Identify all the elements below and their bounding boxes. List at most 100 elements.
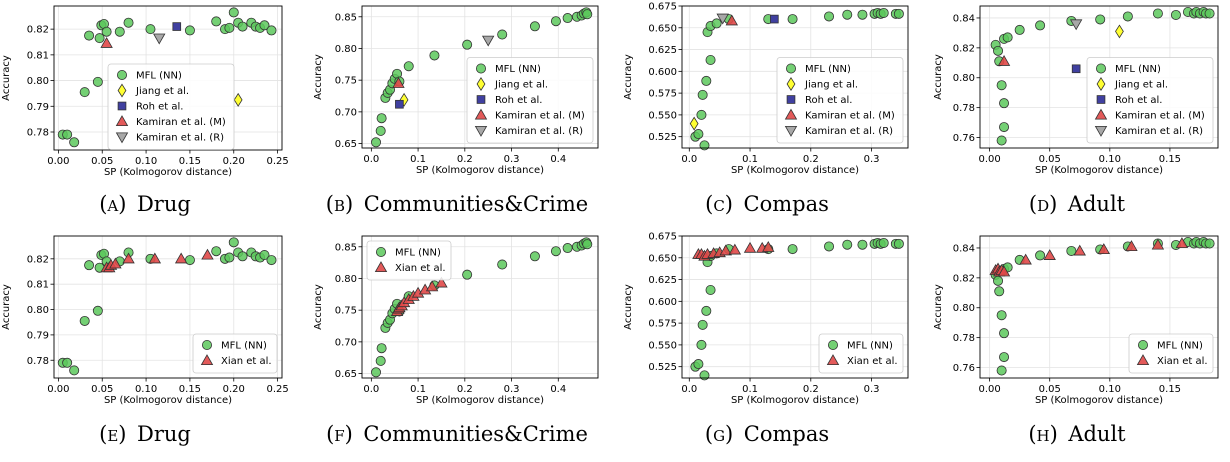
y-tick-label: 0.625 xyxy=(648,45,677,56)
data-point-mfl-nn xyxy=(693,359,704,370)
data-point-mfl-nn xyxy=(429,50,440,61)
y-tick-label: 0.650 xyxy=(648,23,677,34)
x-tick-label: 0.05 xyxy=(1039,384,1061,395)
plot-frame xyxy=(361,5,599,149)
y-axis-label: Accuracy xyxy=(933,54,944,100)
data-point-mfl-nn xyxy=(259,250,270,261)
legend-entry: MFL (NN) xyxy=(495,64,541,75)
legend-box xyxy=(192,333,278,374)
data-point-mfl-nn xyxy=(999,328,1010,339)
data-point-mfl-nn xyxy=(84,260,95,271)
data-point-mfl-nn xyxy=(497,259,508,270)
data-point-mfl-nn xyxy=(259,20,270,31)
caption-name: Communities&Crime xyxy=(363,422,588,446)
data-point-mfl-nn xyxy=(145,24,156,35)
data-point-mfl-nn xyxy=(237,21,248,32)
data-point-xian-et-al xyxy=(1125,240,1138,252)
legend: MFL (NN) Xian et al. xyxy=(366,240,452,281)
x-tick-label: 0.00 xyxy=(47,156,69,167)
data-point-mfl-nn xyxy=(787,244,798,255)
caption-name: Compas xyxy=(743,422,830,446)
legend-entry: MFL (NN) xyxy=(221,341,267,352)
data-point-mfl-nn xyxy=(996,80,1007,91)
data-point-mfl-nn xyxy=(224,252,235,263)
x-tick-label: 0.4 xyxy=(550,154,566,165)
y-tick-label: 0.80 xyxy=(953,73,975,84)
scatter-plot: 0.00 0.05 0.10 0.15 0.20 0.25 0.78 0.79 0.80 0.81… xyxy=(1,235,289,406)
y-tick-label: 0.80 xyxy=(335,274,357,285)
x-tick-label: 0.05 xyxy=(91,384,113,395)
x-tick-label: 0.0 xyxy=(363,384,379,395)
x-tick-label: 0.00 xyxy=(47,384,69,395)
chart-panel-e: 0.00 0.05 0.10 0.15 0.20 0.25 0.78 0.79 0.80 0.81… xyxy=(0,230,290,461)
y-tick-label: 0.79 xyxy=(27,330,49,341)
data-point-kamiran-et-al-m xyxy=(100,36,113,48)
data-point-mfl-nn xyxy=(79,87,90,98)
data-point-mfl-nn xyxy=(1014,24,1025,35)
scatter-plot: 0.0 0.1 0.2 0.3 0.525 0.550 0.575 0.600 0.625 0.6… xyxy=(623,2,909,176)
y-axis-label: Accuracy xyxy=(623,284,634,330)
data-point-mfl-nn xyxy=(403,61,414,72)
data-point-mfl-nn xyxy=(842,9,853,20)
data-point-mfl-nn xyxy=(842,239,853,250)
legend-marker xyxy=(786,95,796,104)
caption-tag: (a) xyxy=(99,192,127,216)
data-point-mfl-nn xyxy=(1035,20,1046,31)
x-tick-label: 0.3 xyxy=(504,384,520,395)
y-tick-label: 0.76 xyxy=(953,363,975,374)
data-point-xian-et-al xyxy=(762,240,775,252)
legend-entry: Roh et al. xyxy=(805,95,852,106)
legend-box xyxy=(1128,333,1214,374)
x-tick-label: 0.2 xyxy=(457,154,473,165)
caption-tag: (e) xyxy=(99,422,127,446)
y-tick-label: 0.75 xyxy=(335,306,357,317)
y-tick-label: 0.75 xyxy=(335,76,357,87)
data-point-mfl-nn xyxy=(94,33,105,44)
x-axis-label: SP (Kolmogorov distance) xyxy=(731,165,859,176)
data-point-mfl-nn xyxy=(1095,14,1106,25)
plot-frame xyxy=(681,5,909,149)
data-point-mfl-nn xyxy=(705,55,716,66)
data-point-mfl-nn xyxy=(701,305,712,316)
legend-marker xyxy=(1094,108,1108,120)
caption-name: Drug xyxy=(137,422,191,446)
legend-marker xyxy=(476,77,486,91)
data-point-mfl-nn xyxy=(224,22,235,33)
data-point-mfl-nn xyxy=(697,319,708,330)
data-point-xian-et-al xyxy=(425,280,439,292)
data-point-mfl-nn xyxy=(462,269,473,280)
caption-tag: (g) xyxy=(704,422,734,446)
y-tick-label: 0.675 xyxy=(648,2,677,13)
caption-tag: (b) xyxy=(325,192,354,216)
data-point-roh-et-al xyxy=(395,99,404,109)
x-tick-label: 0.05 xyxy=(1039,154,1061,165)
legend-marker xyxy=(115,115,129,127)
subfigure-caption: (f) Communities&Crime xyxy=(312,422,602,446)
legend: MFL (NN) Jiang et al. Roh et al. Kamiran et… xyxy=(107,63,235,150)
y-axis-label: Accuracy xyxy=(313,54,324,100)
data-point-mfl-nn xyxy=(375,355,386,366)
data-point-mfl-nn xyxy=(462,39,473,50)
caption-tag: (f) xyxy=(326,422,353,446)
data-point-kamiran-et-al-m xyxy=(392,77,405,88)
y-tick-label: 0.76 xyxy=(953,133,975,144)
legend-entry: Xian et al. xyxy=(1157,356,1208,367)
data-point-mfl-nn xyxy=(266,25,277,36)
data-point-mfl-nn xyxy=(857,9,868,20)
data-point-mfl-nn xyxy=(123,17,134,28)
scatter-plot: 0.0 0.1 0.2 0.3 0.4 0.65 0.70 0.75 0.80 0.85 SP (K… xyxy=(313,5,599,176)
y-tick-label: 0.80 xyxy=(335,44,357,55)
data-point-mfl-nn xyxy=(228,237,239,248)
x-axis-label: SP (Kolmogorov distance) xyxy=(104,395,232,406)
x-tick-label: 0.10 xyxy=(135,384,157,395)
legend-marker xyxy=(785,63,796,74)
scatter-plot: 0.00 0.05 0.10 0.15 0.76 0.78 0.80 0.82 0.84 SP (… xyxy=(933,235,1219,406)
x-axis-label: SP (Kolmogorov distance) xyxy=(1035,395,1163,406)
legend-entry: Roh et al. xyxy=(136,102,183,113)
caption-name: Adult xyxy=(1067,192,1126,216)
data-point-xian-et-al xyxy=(1073,244,1086,256)
data-point-jiang-et-al xyxy=(1115,24,1124,39)
y-tick-label: 0.525 xyxy=(648,362,677,373)
legend-entry: Jiang et al. xyxy=(804,80,858,91)
data-point-mfl-nn xyxy=(266,255,277,266)
